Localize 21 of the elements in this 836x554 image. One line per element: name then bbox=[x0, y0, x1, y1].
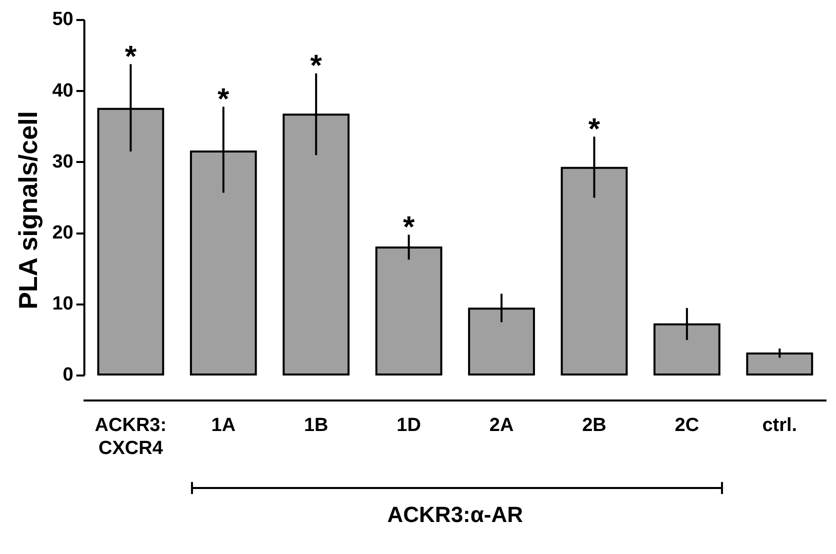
annotation: * bbox=[124, 40, 137, 74]
x-tick-label: 1B bbox=[304, 415, 328, 436]
y-tick-label: 10 bbox=[52, 294, 74, 315]
y-tick-label: 20 bbox=[52, 222, 74, 244]
y-tick-label: 30 bbox=[52, 151, 74, 172]
annotation: * bbox=[588, 112, 600, 146]
annotation: * bbox=[310, 50, 322, 83]
x-tick-label: ACKR3: CXCR4 bbox=[94, 415, 167, 459]
x-tick-label: 2A bbox=[489, 415, 514, 436]
annotation: * bbox=[402, 210, 415, 244]
x-tick-label: 1D bbox=[396, 415, 421, 436]
x-tick-label: 1A bbox=[211, 415, 236, 436]
y-tick-label: 0 bbox=[62, 364, 74, 386]
x-tick-label: 2B bbox=[582, 415, 606, 436]
x-tick-label: ctrl. bbox=[762, 415, 798, 436]
x-tick-label: 2C bbox=[674, 415, 700, 436]
text: ACKR3:α-AR bbox=[386, 502, 524, 528]
y-tick-label: 50 bbox=[52, 9, 74, 30]
y-tick-label: 40 bbox=[52, 80, 74, 102]
y-axis-title: PLA signals/cell bbox=[12, 110, 43, 310]
annotation: * bbox=[218, 83, 230, 116]
